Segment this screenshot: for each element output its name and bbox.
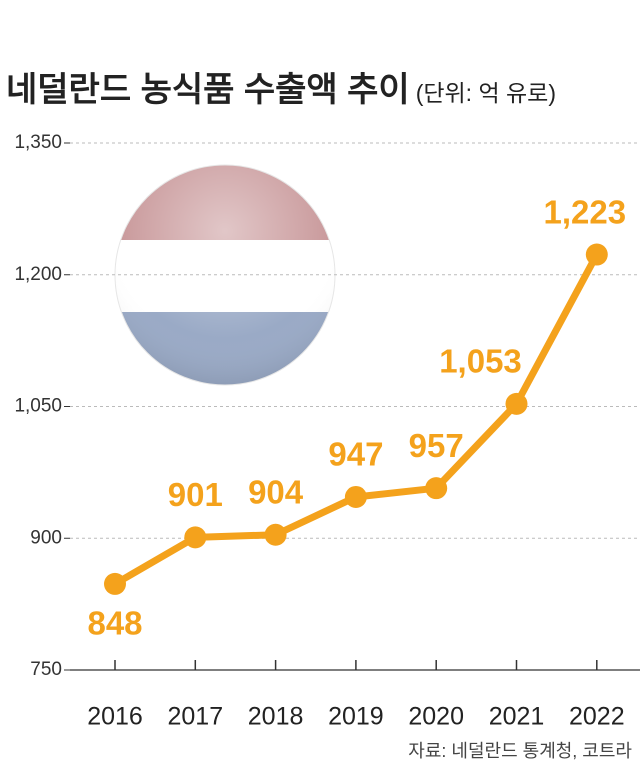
data-label: 947 (328, 436, 383, 473)
x-tick-label: 2022 (569, 703, 625, 731)
data-label: 848 (87, 605, 142, 642)
data-label: 1,223 (544, 193, 627, 230)
chart-title: 네덜란드 농식품 수출액 추이 (6, 71, 410, 109)
flag-decoration (115, 165, 335, 385)
y-tick-label: 1,200 (14, 264, 62, 285)
chart-subtitle: (단위: 억 유로) (416, 80, 556, 106)
point (264, 523, 287, 546)
data-label: 904 (248, 473, 304, 510)
point (344, 485, 367, 508)
point (585, 243, 608, 266)
x-tick-label: 2017 (167, 703, 223, 731)
y-tick-label: 1,350 (14, 132, 62, 153)
y-tick-label: 900 (30, 527, 62, 548)
data-label: 1,053 (439, 343, 522, 380)
x-tick-label: 2020 (408, 703, 464, 731)
x-tick-label: 2018 (248, 703, 304, 731)
point (184, 526, 207, 549)
point (505, 392, 528, 415)
data-label: 957 (409, 427, 464, 464)
point (104, 572, 126, 595)
y-tick-label: 1,050 (14, 396, 62, 417)
x-tick-label: 2016 (87, 703, 143, 731)
point (425, 477, 448, 500)
y-tick-label: 750 (30, 659, 62, 680)
source: 자료: 네덜란드 통계청, 코트라 (408, 741, 632, 761)
data-label: 901 (168, 476, 223, 513)
x-tick-label: 2021 (489, 703, 545, 731)
x-tick-label: 2019 (328, 703, 384, 731)
